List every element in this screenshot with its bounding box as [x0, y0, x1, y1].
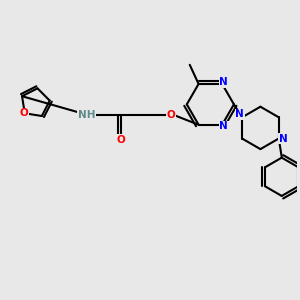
Text: O: O — [116, 135, 125, 145]
Text: O: O — [166, 110, 175, 120]
Text: N: N — [219, 77, 228, 88]
Text: N: N — [279, 134, 288, 143]
Text: NH: NH — [78, 110, 95, 120]
Text: N: N — [235, 110, 244, 119]
Text: N: N — [219, 121, 228, 131]
Text: O: O — [20, 108, 28, 118]
